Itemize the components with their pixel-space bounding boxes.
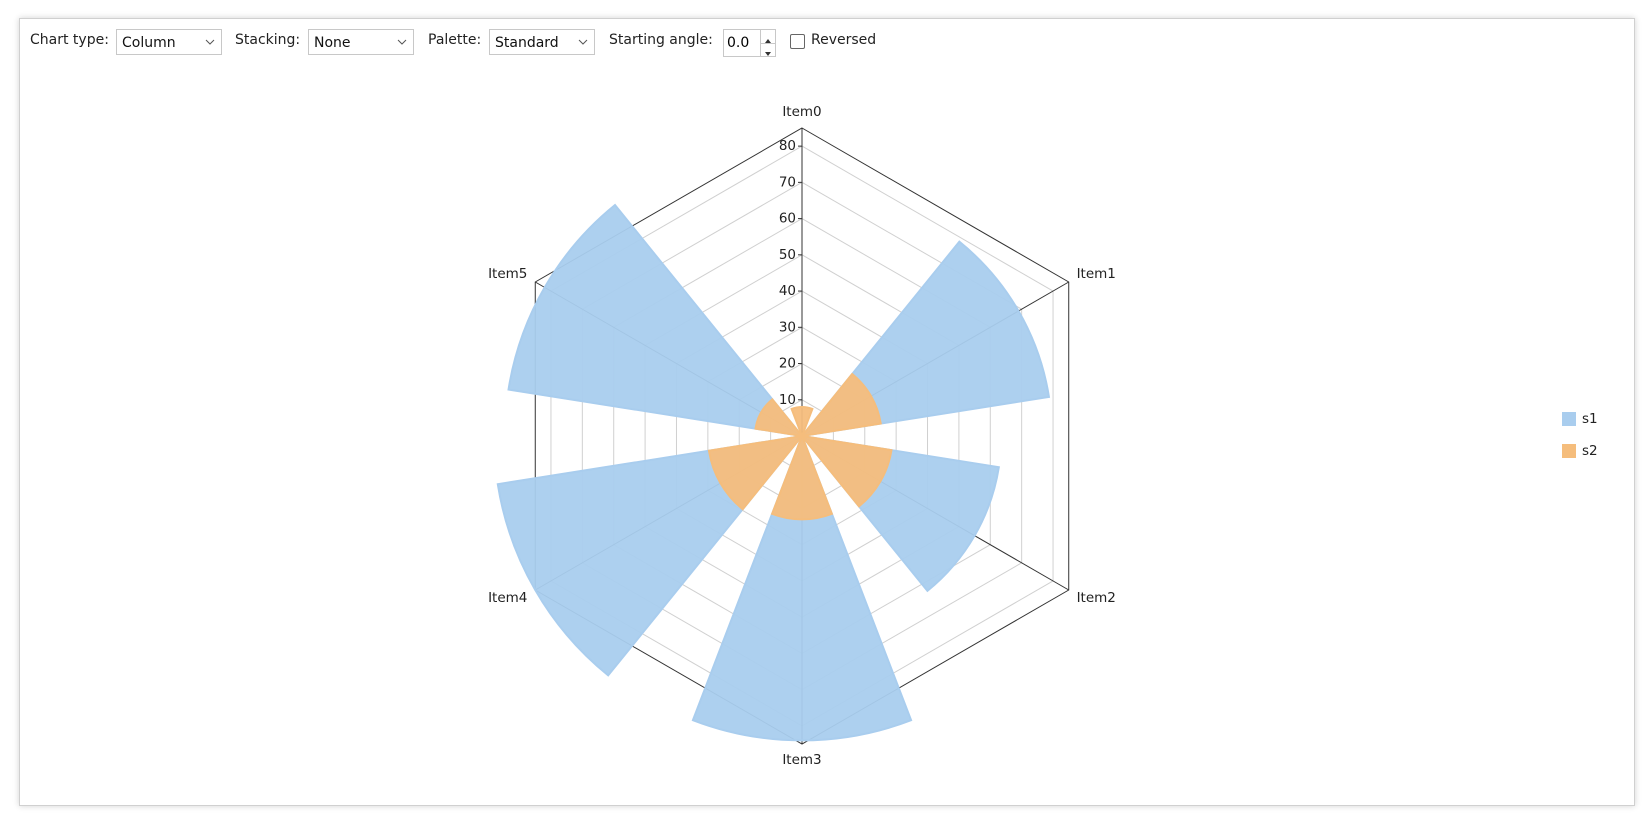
y-tick-label: 30 [779,319,796,335]
category-label: Item4 [488,590,527,606]
y-tick-label: 20 [779,356,796,372]
wedge [507,203,805,438]
category-label: Item1 [1077,266,1116,282]
stacking-select[interactable]: None [308,29,414,55]
y-tick-label: 70 [779,174,796,190]
spin-down[interactable] [760,43,775,56]
y-tick-label: 50 [779,247,796,263]
starting-angle-input[interactable]: 0.0 [723,29,776,57]
wedge [707,434,805,511]
y-tick-label: 40 [779,283,796,299]
wedge [496,434,805,677]
category-label: Item2 [1077,590,1116,606]
wedge [691,433,913,742]
label: Stacking: [235,32,301,48]
wedge [770,433,834,521]
legend-swatch [1562,444,1576,458]
legend-swatch [1562,412,1576,426]
label: Reversed [811,32,877,48]
y-tick-label: 80 [779,138,796,154]
wedge [799,372,882,438]
category-label: Item0 [782,104,821,120]
legend-label: s1 [1582,411,1598,427]
label: Chart type: [30,32,109,48]
y-tick-label: 60 [779,211,796,227]
spin-up[interactable] [760,30,775,44]
arrow [765,39,771,43]
chevron [205,39,215,45]
chevron [578,39,588,45]
category-label: Item3 [782,752,821,768]
input-value: 0.0 [727,35,750,51]
arrow [765,52,771,56]
palette-select[interactable]: Standard [489,29,595,55]
select-value: None [314,35,351,51]
label: Starting angle: [609,32,713,48]
wedge [790,406,814,439]
chart-type-select[interactable]: Column [116,29,222,55]
wedge [799,434,893,508]
chevron [397,39,407,45]
reversed-checkbox[interactable] [790,34,805,49]
y-tick-label: 10 [779,392,796,408]
wedge [754,397,805,438]
category-label: Item5 [488,266,527,282]
legend-label: s2 [1582,443,1598,459]
select-value: Column [122,35,176,51]
label: Palette: [428,32,482,48]
select-value: Standard [495,35,559,51]
